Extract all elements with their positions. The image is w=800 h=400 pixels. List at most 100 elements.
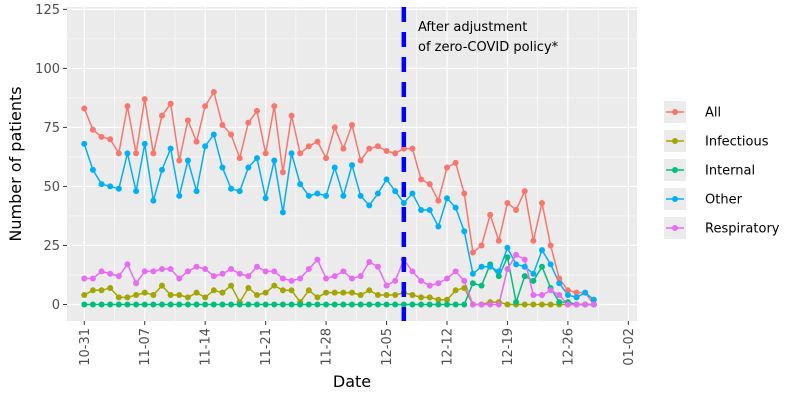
data-point-infectious <box>262 289 269 296</box>
data-point-internal <box>288 301 295 308</box>
data-point-infectious <box>331 289 338 296</box>
data-point-infectious <box>444 296 450 303</box>
data-point-all <box>305 143 312 150</box>
data-point-internal <box>184 301 191 308</box>
data-point-internal <box>167 301 174 308</box>
data-point-infectious <box>184 294 191 301</box>
data-point-all <box>392 150 399 157</box>
data-point-infectious <box>89 287 96 294</box>
data-point-other <box>159 166 165 173</box>
data-point-infectious <box>219 289 226 296</box>
data-point-other <box>81 140 88 147</box>
data-point-infectious <box>141 289 148 296</box>
y-tick-label: 25 <box>43 239 60 254</box>
data-point-internal <box>366 301 373 308</box>
data-point-all <box>81 105 88 112</box>
data-point-respiratory <box>159 266 165 273</box>
legend-label-internal: Internal <box>705 164 755 179</box>
data-point-internal <box>513 299 520 306</box>
data-point-internal <box>340 301 347 308</box>
data-point-all <box>193 138 200 145</box>
data-point-infectious <box>340 289 347 296</box>
y-tick-label: 50 <box>43 180 60 195</box>
data-point-internal <box>521 273 528 280</box>
data-point-internal <box>236 301 243 308</box>
x-tick-label: 01-02 <box>622 328 637 366</box>
data-point-all <box>556 275 563 282</box>
x-tick-label: 10-31 <box>78 328 93 366</box>
y-axis-title: Number of patients <box>6 86 25 241</box>
data-point-other <box>547 261 554 268</box>
data-point-all <box>374 143 381 150</box>
data-point-respiratory <box>271 268 278 275</box>
data-point-other <box>374 190 381 197</box>
policy-annotation: After adjustment of zero-COVID policy* <box>418 20 559 55</box>
data-point-all <box>418 176 425 183</box>
data-point-all <box>262 150 269 157</box>
data-point-respiratory <box>124 261 131 268</box>
data-point-other <box>582 289 589 296</box>
data-point-all <box>150 150 157 157</box>
data-point-other <box>176 192 183 199</box>
data-point-respiratory <box>254 263 260 270</box>
data-point-internal <box>539 263 545 270</box>
data-point-internal <box>271 301 278 308</box>
data-point-all <box>521 188 528 195</box>
data-point-other <box>539 247 545 254</box>
data-point-infectious <box>254 292 260 299</box>
x-tick-label: 12-05 <box>380 328 395 366</box>
data-point-other <box>366 202 373 209</box>
data-point-internal <box>349 301 355 308</box>
data-point-internal <box>202 301 209 308</box>
data-point-all <box>133 150 140 157</box>
y-tick-label: 75 <box>43 121 60 136</box>
data-point-other <box>340 192 347 199</box>
data-point-internal <box>159 301 165 308</box>
data-point-other <box>219 164 226 171</box>
data-point-other <box>392 188 399 195</box>
data-point-internal <box>193 301 200 308</box>
data-point-respiratory <box>521 256 528 263</box>
data-point-all <box>444 164 450 171</box>
data-point-infectious <box>81 292 88 299</box>
data-point-infectious <box>530 301 537 308</box>
y-tick-label: 100 <box>35 62 60 77</box>
data-point-all <box>478 242 485 249</box>
data-point-respiratory <box>409 268 416 275</box>
legend-label-all: All <box>705 106 721 121</box>
data-point-respiratory <box>452 268 459 275</box>
data-point-respiratory <box>167 266 174 273</box>
data-point-other <box>228 185 235 192</box>
data-point-other <box>495 268 502 275</box>
data-point-other <box>331 164 338 171</box>
y-axis: 0 25 50 75 100 125 <box>35 3 67 313</box>
data-point-all <box>219 122 226 129</box>
legend: All Infectious Internal Other Respiratory <box>664 101 780 239</box>
data-point-other <box>279 209 286 216</box>
data-point-respiratory <box>305 266 312 273</box>
data-point-infectious <box>383 292 390 299</box>
data-point-infectious <box>159 282 165 289</box>
data-point-all <box>159 112 165 119</box>
data-point-all <box>115 150 122 157</box>
data-point-respiratory <box>547 287 554 294</box>
data-point-respiratory <box>115 273 122 280</box>
data-point-all <box>89 126 96 133</box>
data-point-other <box>590 296 597 303</box>
data-point-infectious <box>202 294 209 301</box>
data-point-respiratory <box>435 280 442 287</box>
data-point-respiratory <box>487 301 494 308</box>
data-point-infectious <box>357 292 364 299</box>
data-point-respiratory <box>340 268 347 275</box>
data-point-all <box>409 145 416 152</box>
data-point-infectious <box>150 292 157 299</box>
data-point-all <box>573 289 580 296</box>
data-point-internal <box>98 301 105 308</box>
data-point-infectious <box>193 289 200 296</box>
data-point-respiratory <box>478 301 485 308</box>
data-point-internal <box>254 301 260 308</box>
data-point-all <box>331 124 338 131</box>
data-point-other <box>133 188 140 195</box>
data-point-other <box>297 181 304 188</box>
data-point-other <box>383 176 390 183</box>
